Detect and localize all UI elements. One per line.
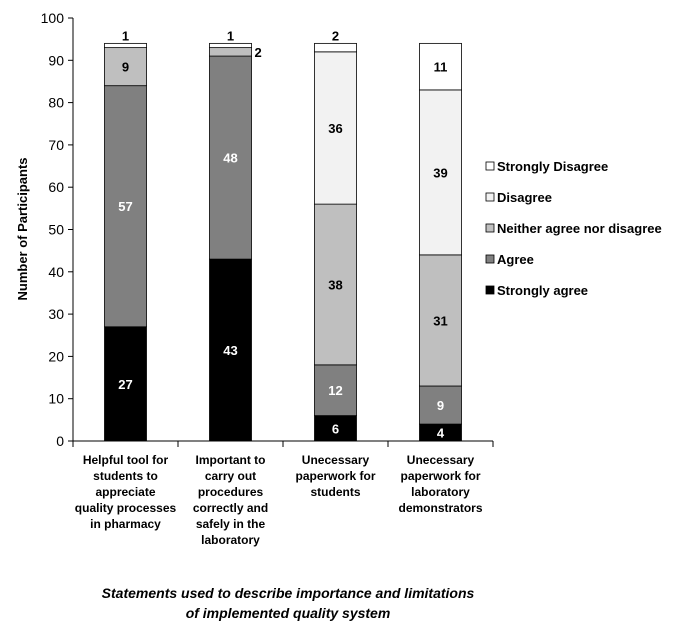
data-label: 57 (118, 199, 132, 214)
legend-swatch (485, 161, 495, 171)
data-label: 38 (328, 277, 342, 292)
x-category-label: safely in the (196, 517, 266, 531)
y-tick-label: 60 (48, 179, 64, 195)
x-category-label: in pharmacy (90, 517, 161, 531)
bar-segment (419, 385, 462, 425)
x-category-label: Important to (196, 453, 266, 467)
y-tick-label: 10 (48, 391, 64, 407)
data-label: 1 (227, 28, 234, 43)
data-label: 9 (122, 60, 129, 75)
data-label: 48 (223, 151, 237, 166)
legend-label: Agree (497, 252, 534, 267)
bar-segment (314, 51, 357, 205)
y-tick-label: 50 (48, 222, 64, 238)
x-category-label: correctly and (193, 501, 268, 515)
x-axis-title-line-2: of implemented quality system (186, 605, 391, 621)
bar-segment (209, 47, 252, 57)
bar-segment (209, 258, 252, 442)
legend-swatch (485, 285, 495, 295)
data-label: 11 (434, 60, 448, 75)
data-label: 6 (332, 421, 339, 436)
data-labels: 27 57 9 1 43 48 2 1 6 12 38 36 2 4 9 31 39 11 (118, 28, 447, 440)
data-label: 36 (328, 121, 342, 136)
x-category-label: laboratory (201, 533, 260, 547)
data-label: 4 (437, 426, 445, 441)
data-label: 12 (328, 383, 342, 398)
y-tick-label: 30 (48, 306, 64, 322)
legend-label: Strongly agree (497, 283, 588, 298)
y-tick-label: 80 (48, 95, 64, 111)
x-category-label: students to (93, 469, 158, 483)
bar-segment (419, 42, 462, 91)
y-tick-label: 90 (48, 52, 64, 68)
x-axis: Helpful tool for students to appreciate qua… (72, 440, 494, 547)
data-label: 1 (122, 28, 129, 43)
y-axis-title: Number of Participants (15, 157, 30, 300)
bar-segment (314, 42, 357, 53)
bar-segment (104, 42, 147, 49)
x-category-label: appreciate (95, 485, 155, 499)
y-axis: 0 10 20 30 40 50 60 70 80 90 100 (41, 10, 74, 449)
legend: Strongly Disagree Disagree Neither agree n… (485, 159, 662, 298)
x-category-label: laboratory (411, 485, 470, 499)
bar-segment (314, 203, 357, 366)
data-label: 2 (255, 45, 262, 60)
x-category-label: paperwork for (400, 469, 480, 483)
bar-segment (209, 42, 252, 49)
x-category-label: Unecessary (407, 453, 475, 467)
legend-label: Disagree (497, 190, 552, 205)
legend-swatch (485, 254, 495, 264)
x-category-label: procedures (198, 485, 264, 499)
y-tick-label: 20 (48, 348, 64, 364)
bar-segment (209, 55, 252, 260)
x-category-label: students (310, 485, 360, 499)
data-label: 43 (223, 343, 237, 358)
bar-segment (419, 89, 462, 256)
y-tick-label: 100 (41, 10, 65, 26)
bar-segment (314, 364, 357, 417)
legend-swatch (485, 192, 495, 202)
x-axis-title-line-1: Statements used to describe importance a… (102, 585, 475, 601)
legend-label: Neither agree nor disagree (497, 221, 662, 236)
data-label: 27 (118, 377, 132, 392)
x-category-label: quality processes (75, 501, 177, 515)
x-category-label: paperwork for (295, 469, 375, 483)
data-label: 2 (332, 28, 339, 43)
y-tick-label: 0 (56, 433, 64, 449)
x-category-label: carry out (205, 469, 256, 483)
y-tick-label: 40 (48, 264, 64, 280)
legend-swatch (485, 223, 495, 233)
data-label: 9 (437, 398, 444, 413)
bar-segment (314, 415, 357, 442)
x-category-label: Unecessary (302, 453, 370, 467)
y-tick-label: 70 (48, 137, 64, 153)
x-category-label: demonstrators (398, 501, 482, 515)
data-label: 31 (433, 313, 447, 328)
legend-label: Strongly Disagree (497, 159, 608, 174)
bars (104, 42, 462, 442)
x-category-label: Helpful tool for (83, 453, 169, 467)
data-label: 39 (433, 165, 447, 180)
